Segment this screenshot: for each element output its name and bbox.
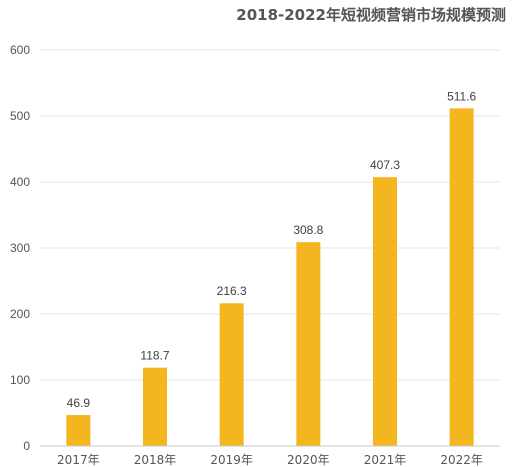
bar <box>296 242 321 446</box>
y-tick-label: 0 <box>23 439 30 453</box>
data-label: 216.3 <box>217 284 247 298</box>
gridlines <box>40 49 500 381</box>
bar <box>373 177 397 446</box>
data-label: 511.6 <box>447 89 476 103</box>
bar <box>219 303 244 446</box>
data-label: 46.9 <box>67 396 91 410</box>
data-label: 308.8 <box>293 223 323 237</box>
x-tick-label: 2019年 <box>210 453 253 467</box>
bar <box>143 367 167 446</box>
data-labels: 46.9 118.7 216.3 308.8 407.3 511.6 <box>67 89 477 410</box>
y-axis-ticks: 0 100 200 300 400 500 600 <box>10 43 30 453</box>
y-tick-label: 600 <box>10 43 30 57</box>
y-tick-label: 500 <box>10 109 30 123</box>
y-tick-label: 100 <box>10 373 30 387</box>
bar <box>449 108 474 447</box>
x-tick-label: 2018年 <box>134 453 177 467</box>
y-tick-label: 300 <box>10 241 30 255</box>
x-tick-label: 2020年 <box>287 453 330 467</box>
bars <box>66 108 474 447</box>
data-label: 118.7 <box>140 349 169 363</box>
data-label: 407.3 <box>370 158 400 172</box>
bar <box>66 415 91 446</box>
chart-title: 2018-2022年短视频营销市场规模预测 <box>236 6 506 24</box>
x-tick-label: 2021年 <box>364 453 407 467</box>
x-axis-ticks: 2017年 2018年 2019年 2020年 2021年 2022年 <box>57 453 483 467</box>
x-tick-label: 2022年 <box>440 453 483 467</box>
x-tick-label: 2017年 <box>57 453 100 467</box>
y-tick-label: 400 <box>10 175 30 189</box>
y-tick-label: 200 <box>10 307 30 321</box>
